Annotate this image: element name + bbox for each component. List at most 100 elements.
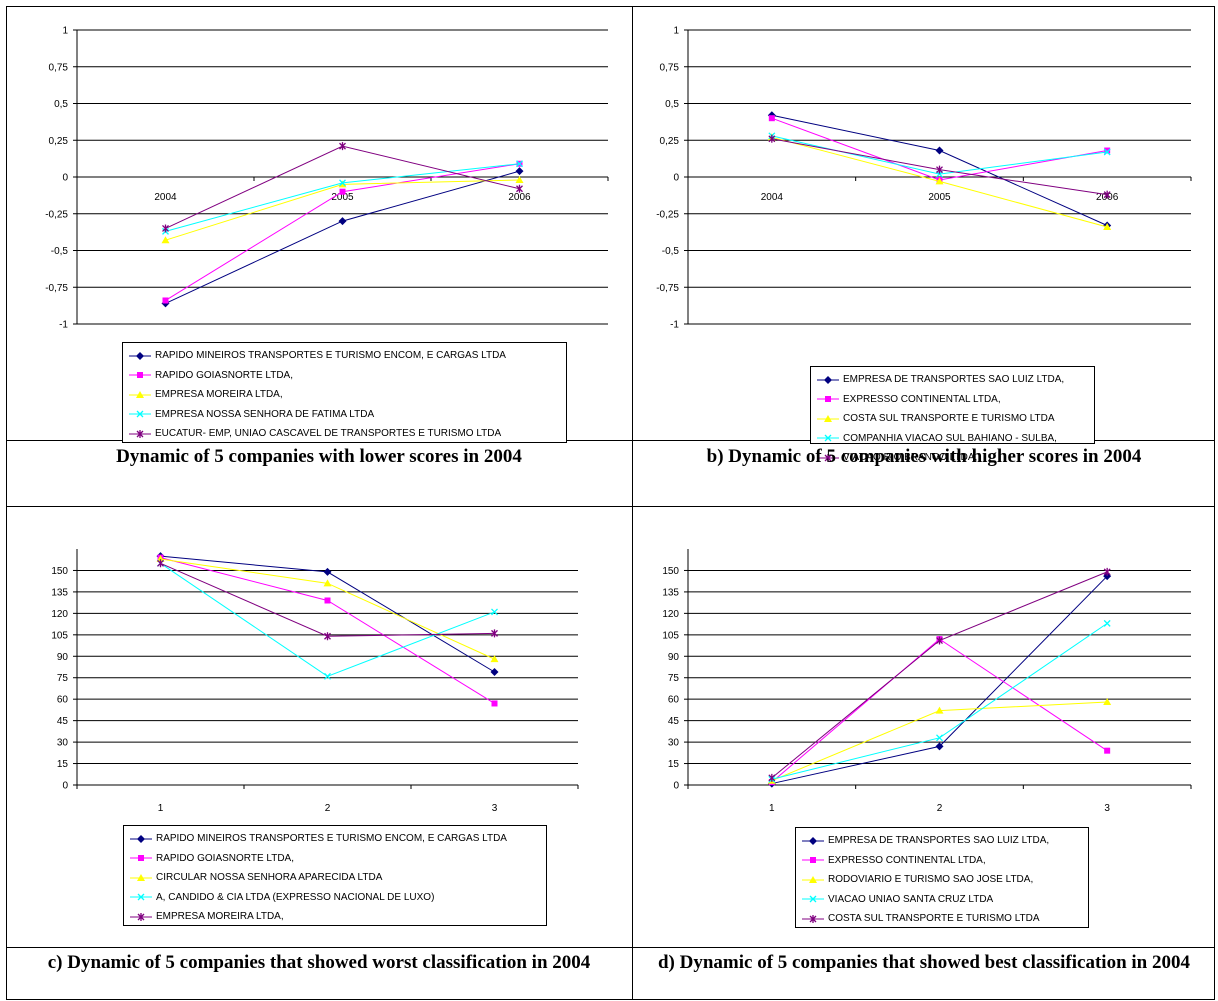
data-point	[338, 217, 347, 226]
legend-key	[129, 410, 151, 418]
legend: EMPRESA DE TRANSPORTES SAO LUIZ LTDA, EXP…	[810, 366, 1095, 463]
legend-label: EMPRESA MOREIRA LTDA,	[155, 389, 283, 401]
legend-item: COMPANHIA VIACAO SUL BAHIANO - SULBA,	[817, 429, 1088, 449]
legend-key	[802, 895, 824, 903]
legend-label: EXPRESSO CONTINENTAL LTDA,	[828, 854, 986, 866]
y-tick-label: 45	[668, 716, 680, 727]
y-tick-label: 105	[662, 630, 679, 641]
y-tick-label: 150	[51, 566, 68, 577]
y-tick-label: -1	[59, 320, 68, 331]
legend-label: CIRCULAR NOSSA SENHORA APARECIDA LTDA	[156, 872, 383, 884]
data-point	[157, 559, 164, 568]
data-point	[935, 146, 944, 155]
data-point	[162, 297, 169, 304]
legend-item: CIRCULAR NOSSA SENHORA APARECIDA LTDA	[130, 868, 540, 888]
y-tick-label: 15	[668, 759, 680, 770]
data-point	[1104, 747, 1111, 754]
legend-item: COSTA SUL TRANSPORTE E TURISMO LTDA	[817, 409, 1088, 429]
data-point	[1103, 148, 1111, 156]
x-tick-label: 2005	[331, 192, 354, 203]
y-tick-label: -0,5	[51, 246, 69, 257]
data-point	[339, 188, 346, 195]
data-point	[1103, 222, 1112, 230]
x-tick-label: 1	[769, 803, 775, 814]
data-point	[156, 555, 165, 563]
x-tick-label: 2005	[928, 192, 951, 203]
y-tick-label: 15	[57, 759, 69, 770]
data-point	[162, 224, 169, 233]
legend-item: VIACAO UNIAO SANTA CRUZ LTDA	[802, 890, 1082, 910]
data-point	[936, 636, 943, 645]
y-tick-label: 1	[62, 26, 68, 37]
legend-item: RAPIDO GOIASNORTE LTDA,	[129, 366, 560, 386]
legend-label: VIACAO UNIAO SANTA CRUZ LTDA	[828, 893, 994, 905]
y-tick-label: 30	[668, 738, 680, 749]
y-tick-label: 1	[673, 26, 679, 37]
y-tick-label: 135	[662, 587, 679, 598]
y-tick-label: 0	[673, 781, 679, 792]
legend-item: EMPRESA DE TRANSPORTES SAO LUIZ LTDA,	[817, 370, 1088, 390]
data-point	[936, 165, 943, 174]
data-point	[936, 734, 943, 742]
legend-item: EMPRESA MOREIRA LTDA,	[130, 907, 540, 927]
y-tick-label: -0,25	[45, 209, 68, 220]
legend-item: EMPRESA MOREIRA LTDA,	[129, 385, 560, 405]
data-point	[516, 184, 523, 193]
data-point	[323, 567, 332, 576]
legend-key	[130, 873, 152, 881]
y-tick-label: 120	[662, 609, 679, 620]
data-point	[516, 160, 523, 168]
legend-label: COMPANHIA VIACAO SUL BAHIANO - SULBA,	[843, 432, 1057, 444]
y-tick-label: 0,25	[49, 136, 69, 147]
y-tick-label: -0,5	[662, 246, 680, 257]
legend-item: RODOVIARIO E TURISMO SAO JOSE LTDA,	[802, 870, 1082, 890]
data-point	[515, 175, 524, 183]
legend-key	[129, 351, 151, 360]
legend-label: RAPIDO GOIASNORTE LTDA,	[156, 852, 294, 864]
legend-key	[817, 453, 839, 462]
y-tick-label: 0,5	[665, 99, 679, 110]
legend-label: COSTA SUL TRANSPORTE E TURISMO LTDA	[828, 913, 1040, 925]
figure-frame	[6, 6, 1215, 1000]
series-line-1	[771, 575, 1108, 785]
legend-item: RAPIDO MINEIROS TRANSPORTES E TURISMO EN…	[129, 346, 560, 366]
y-tick-label: 0	[673, 173, 679, 184]
legend-label: RODOVIARIO E TURISMO SAO JOSE LTDA,	[828, 874, 1034, 886]
chart-panel-b: 1 0,75 0,5 0,25 0 -0,25 -0,5 -0,75 -1 2004 2005 200…	[636, 8, 1213, 463]
legend-key	[817, 434, 839, 442]
y-tick-label: 30	[57, 738, 69, 749]
data-point	[339, 179, 346, 187]
data-point	[515, 167, 524, 176]
y-tick-label: 90	[57, 652, 69, 663]
chart-panel-c: 150 135 120 105 90 75 60 45 30 15 0 1 2 3 RAPIDO MINEI…	[10, 510, 630, 945]
caption-d: d) Dynamic of 5 companies that showed be…	[657, 952, 1190, 973]
y-tick-label: -0,25	[656, 209, 679, 220]
legend: RAPIDO MINEIROS TRANSPORTES E TURISMO EN…	[122, 342, 567, 443]
vertical-divider	[632, 6, 633, 1000]
data-point	[324, 597, 331, 604]
divider-caption-row-1	[6, 506, 1215, 507]
caption-c: c) Dynamic of 5 companies that showed wo…	[47, 952, 591, 973]
data-point	[1104, 147, 1111, 154]
legend-key	[130, 855, 152, 862]
legend-key	[817, 375, 839, 384]
legend-label: RAPIDO MINEIROS TRANSPORTES E TURISMO EN…	[155, 350, 506, 362]
legend-label: EMPRESA DE TRANSPORTES SAO LUIZ LTDA,	[843, 374, 1065, 386]
caption-b: b) Dynamic of 5 companies with higher sc…	[706, 446, 1142, 467]
legend-key	[802, 836, 824, 845]
x-tick-label: 2	[937, 803, 943, 814]
y-tick-label: -1	[670, 320, 679, 331]
y-tick-label: 150	[662, 566, 679, 577]
legend-label: A, CANDIDO & CIA LTDA (EXPRESSO NACIONAL…	[156, 891, 435, 903]
y-tick-label: 0,75	[49, 62, 69, 73]
y-tick-label: 90	[668, 652, 680, 663]
legend-item: RAPIDO MINEIROS TRANSPORTES E TURISMO EN…	[130, 829, 540, 849]
legend-key	[802, 875, 824, 883]
x-tick-label: 2004	[761, 192, 784, 203]
legend-key	[129, 372, 151, 379]
legend-label: COSTA SUL TRANSPORTE E TURISMO LTDA	[843, 413, 1055, 425]
legend-key	[130, 893, 152, 901]
